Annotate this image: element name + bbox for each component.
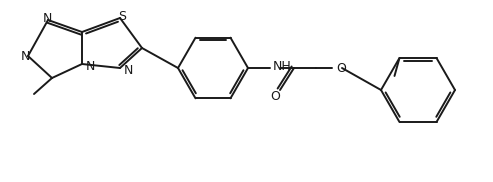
Text: NH: NH	[273, 60, 292, 74]
Text: O: O	[270, 90, 280, 104]
Text: O: O	[336, 62, 346, 76]
Text: N: N	[86, 60, 95, 74]
Text: N: N	[20, 50, 30, 64]
Text: N: N	[42, 13, 52, 25]
Text: N: N	[124, 64, 134, 78]
Text: S: S	[118, 11, 126, 23]
